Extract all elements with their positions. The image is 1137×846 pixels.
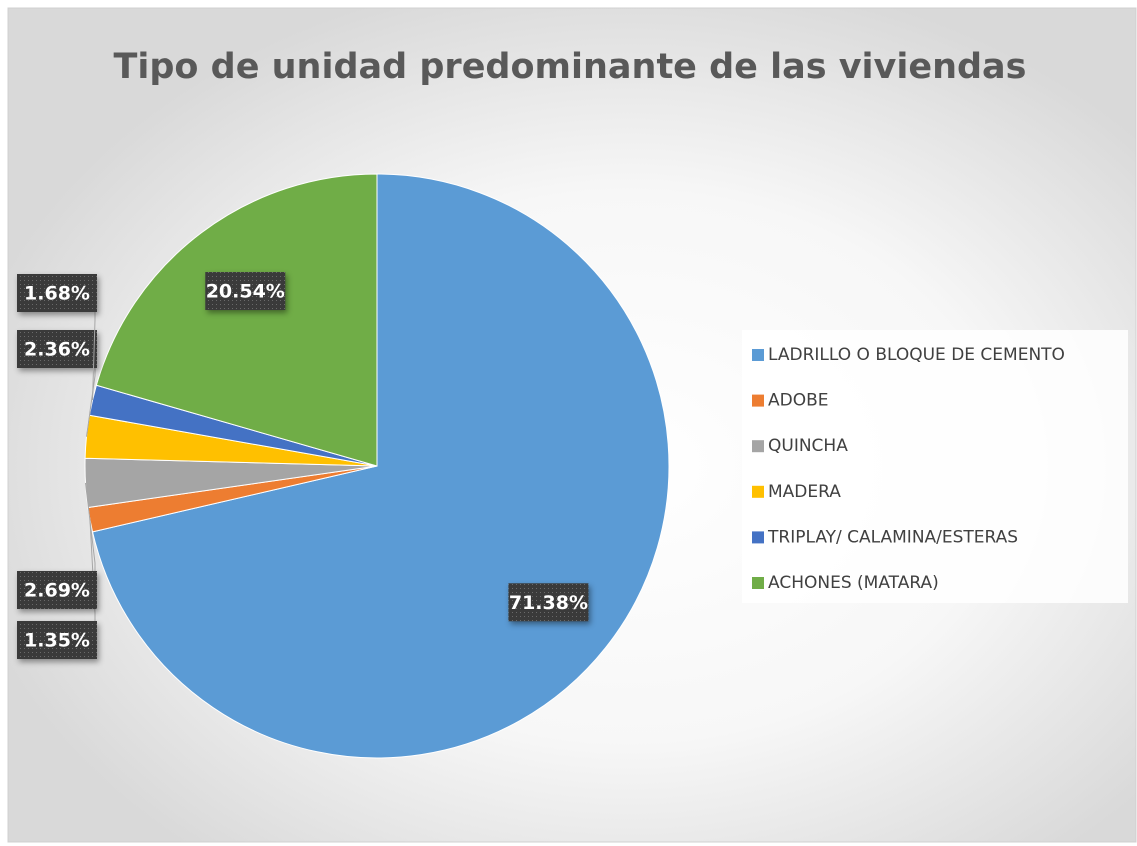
data-label-box [508, 583, 589, 622]
data-label-box [17, 621, 97, 659]
data-label: 1.68% [24, 283, 90, 305]
leader-line [92, 312, 96, 401]
legend-swatch [752, 349, 764, 361]
data-label: 20.54% [206, 281, 285, 303]
legend-swatch [752, 531, 764, 544]
leader-line [84, 482, 96, 571]
legend-label: ACHONES (MATARA) [768, 573, 939, 593]
data-label-box [17, 274, 97, 312]
legend-box [742, 330, 1128, 603]
legend-label: MADERA [768, 482, 841, 502]
pie-slice [95, 173, 378, 467]
data-label-box [17, 330, 97, 368]
leader-line [89, 519, 96, 621]
leader-line [85, 368, 96, 437]
chart-title: Tipo de unidad predominante de las vivie… [114, 47, 1027, 87]
legend-label: ADOBE [768, 391, 829, 411]
legend-swatch [752, 394, 764, 407]
legend-swatch [752, 485, 764, 498]
legend-swatch [752, 577, 764, 589]
legend-swatch [752, 440, 764, 453]
data-label: 1.35% [24, 630, 90, 652]
data-label: 2.69% [24, 580, 90, 602]
legend-label: TRIPLAY/ CALAMINA/ESTERAS [767, 527, 1018, 547]
data-label-box [17, 571, 97, 609]
data-label-box [205, 272, 286, 311]
legend-label: QUINCHA [768, 436, 848, 456]
data-label: 71.38% [509, 592, 588, 614]
data-label: 2.36% [24, 339, 90, 361]
legend-label: LADRILLO O BLOQUE DE CEMENTO [768, 345, 1065, 365]
